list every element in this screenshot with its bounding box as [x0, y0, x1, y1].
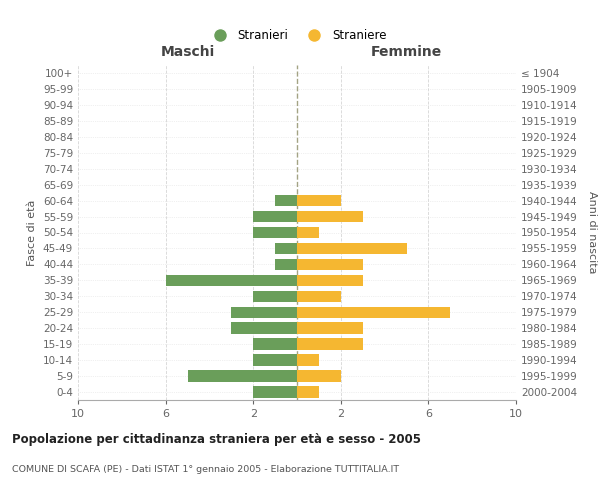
Bar	[297, 338, 362, 350]
Bar	[187, 370, 297, 382]
Text: COMUNE DI SCAFA (PE) - Dati ISTAT 1° gennaio 2005 - Elaborazione TUTTITALIA.IT: COMUNE DI SCAFA (PE) - Dati ISTAT 1° gen…	[12, 466, 399, 474]
Legend: Stranieri, Straniere: Stranieri, Straniere	[203, 24, 391, 46]
Bar	[297, 242, 407, 254]
Bar	[275, 242, 297, 254]
Y-axis label: Fasce di età: Fasce di età	[28, 200, 37, 266]
Bar	[253, 227, 297, 238]
Bar	[297, 322, 362, 334]
Bar	[297, 354, 319, 366]
Text: Femmine: Femmine	[371, 44, 442, 59]
Bar	[297, 227, 319, 238]
Y-axis label: Anni di nascita: Anni di nascita	[587, 191, 597, 274]
Bar	[297, 258, 362, 270]
Bar	[253, 211, 297, 222]
Bar	[253, 354, 297, 366]
Bar	[297, 386, 319, 398]
Bar	[297, 274, 362, 286]
Bar	[253, 386, 297, 398]
Text: Popolazione per cittadinanza straniera per età e sesso - 2005: Popolazione per cittadinanza straniera p…	[12, 432, 421, 446]
Bar	[166, 274, 297, 286]
Bar	[232, 322, 297, 334]
Text: Maschi: Maschi	[160, 44, 215, 59]
Bar	[275, 258, 297, 270]
Bar	[297, 370, 341, 382]
Bar	[297, 195, 341, 206]
Bar	[297, 290, 341, 302]
Bar	[253, 290, 297, 302]
Bar	[297, 306, 450, 318]
Bar	[275, 195, 297, 206]
Bar	[253, 338, 297, 350]
Bar	[297, 211, 362, 222]
Bar	[232, 306, 297, 318]
